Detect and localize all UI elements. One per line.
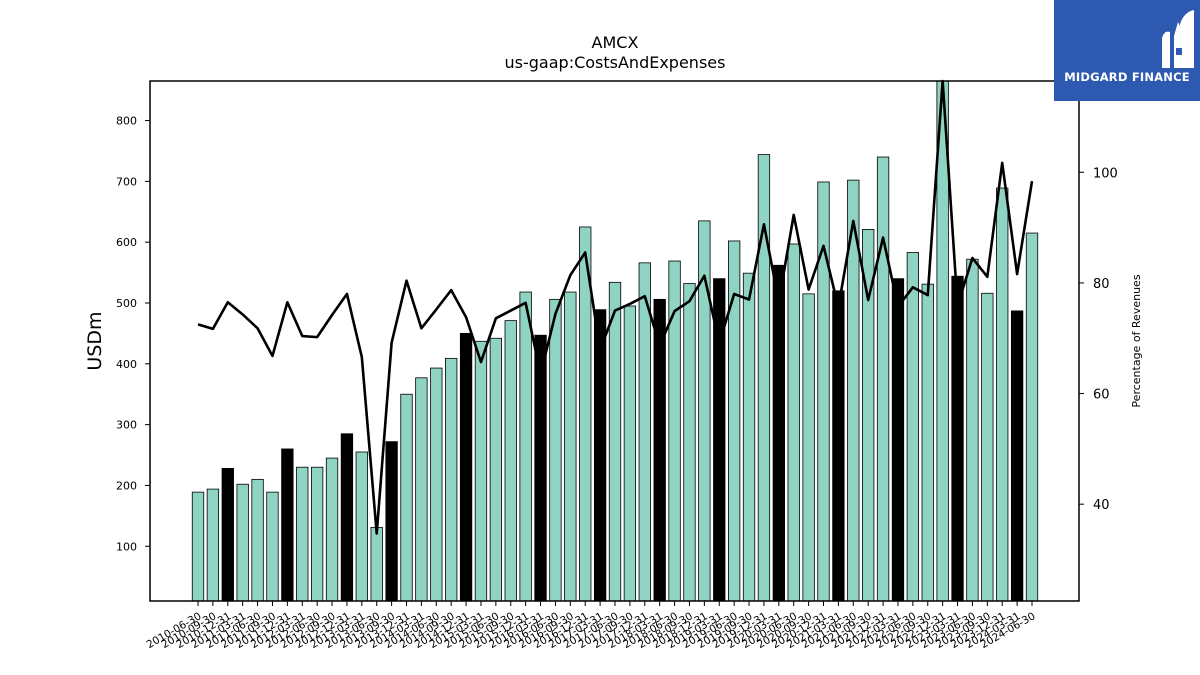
y-tick-label: 500 (116, 297, 137, 310)
bar (415, 377, 428, 602)
bar (623, 305, 637, 602)
plot-frame (149, 80, 1080, 602)
bar (519, 291, 532, 602)
bar (1010, 310, 1024, 602)
bar (296, 466, 309, 602)
bar (832, 290, 845, 602)
bar (996, 187, 1009, 602)
bar (757, 154, 771, 602)
logo-text: MIDGARD FINANCE (1064, 70, 1190, 84)
bar (608, 281, 622, 602)
bar (966, 258, 979, 602)
y2-tick-label: 40 (1093, 498, 1110, 513)
bar (593, 309, 607, 602)
bar (221, 468, 234, 602)
bar (921, 283, 934, 602)
bar (191, 491, 205, 602)
y-tick-label: 100 (116, 540, 137, 553)
percentage-line (197, 79, 1034, 535)
bar (474, 340, 488, 602)
chart-subtitle: us-gaap:CostsAndExpenses (505, 53, 726, 72)
bar (385, 441, 398, 602)
bar (266, 491, 279, 602)
bar (325, 457, 339, 602)
bar (236, 483, 249, 602)
bar (787, 243, 800, 602)
bar (400, 393, 413, 602)
bar (951, 275, 964, 602)
bar (906, 252, 920, 602)
bar (459, 332, 473, 602)
bar (742, 272, 756, 602)
bar (504, 320, 517, 602)
bar (549, 298, 562, 602)
y-axis-label: USDm (84, 311, 106, 370)
bar (683, 283, 696, 602)
bar (281, 448, 294, 602)
bar (430, 367, 443, 602)
midgard-finance-logo: MIDGARD FINANCE (1054, 0, 1200, 101)
y-tick-label: 700 (116, 175, 137, 188)
bar (489, 337, 503, 602)
bar (251, 478, 264, 602)
y2-axis-label: Percentage of Revenues (1130, 274, 1143, 407)
bar (1025, 232, 1039, 602)
bar (981, 292, 994, 602)
bar (445, 357, 458, 602)
y-tick-label: 600 (116, 236, 137, 249)
y2-tick-label: 80 (1093, 277, 1110, 292)
bar (340, 433, 354, 602)
bar (206, 488, 220, 602)
y2-tick-label: 60 (1093, 388, 1110, 403)
y-tick-label: 300 (116, 419, 137, 432)
y-tick-label: 400 (116, 358, 137, 371)
y2-tick-label: 100 (1093, 166, 1118, 181)
bar (891, 278, 905, 602)
bar (772, 264, 785, 602)
y-tick-label: 800 (116, 115, 137, 128)
bar (564, 291, 577, 602)
bar (355, 451, 368, 602)
chart-title: AMCX (592, 33, 639, 52)
bar (802, 293, 815, 602)
midgard-logo-icon (1162, 10, 1194, 69)
bar (876, 156, 890, 602)
bar (370, 527, 383, 602)
y-tick-label: 200 (116, 479, 137, 492)
bar (310, 466, 324, 602)
